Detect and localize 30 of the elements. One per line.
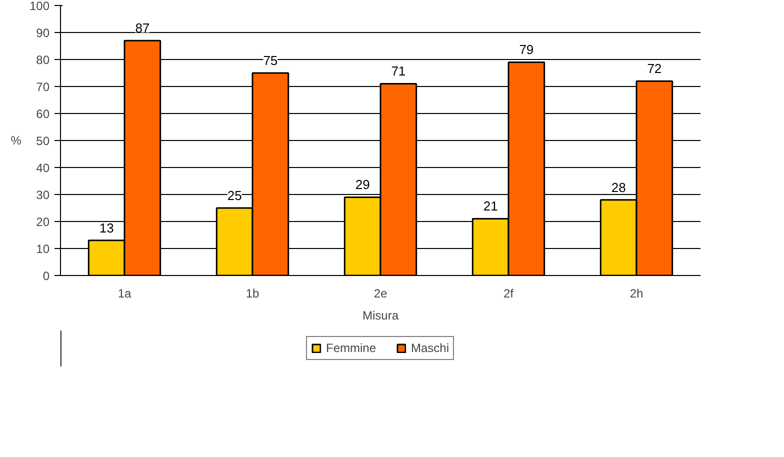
y-tick-label: 0 (42, 269, 50, 283)
y-tick-label: 100 (29, 0, 50, 13)
data-label: 75 (263, 52, 278, 68)
x-axis-title: Misura (362, 308, 399, 322)
data-label: 13 (99, 220, 114, 236)
y-axis-title: % (10, 134, 22, 148)
data-label: 29 (355, 177, 370, 192)
x-tick-label: 2f (503, 286, 514, 300)
x-tick-label: 2e (374, 286, 388, 300)
legend-label: Maschi (411, 341, 450, 355)
y-tick-label: 50 (36, 134, 50, 148)
x-tick-label: 2h (630, 286, 644, 300)
y-tick-label: 30 (36, 188, 50, 202)
y-tick-label: 90 (36, 26, 50, 40)
data-label: 72 (647, 61, 662, 76)
y-tick-label: 40 (36, 161, 50, 175)
data-label: 87 (135, 20, 150, 36)
x-tick-label: 1b (246, 286, 260, 300)
data-label: 21 (483, 198, 498, 214)
y-tick-label: 60 (36, 107, 50, 121)
data-label: 28 (611, 180, 626, 195)
x-tick-label: 1a (118, 286, 132, 300)
data-label: 25 (227, 188, 242, 203)
data-label: 71 (391, 64, 406, 79)
y-tick-label: 10 (36, 242, 50, 256)
y-tick-label: 70 (36, 80, 50, 94)
data-label: 79 (519, 42, 534, 58)
legend-label: Femmine (326, 341, 376, 355)
y-tick-label: 20 (36, 215, 50, 229)
y-tick-label: 80 (36, 53, 50, 67)
